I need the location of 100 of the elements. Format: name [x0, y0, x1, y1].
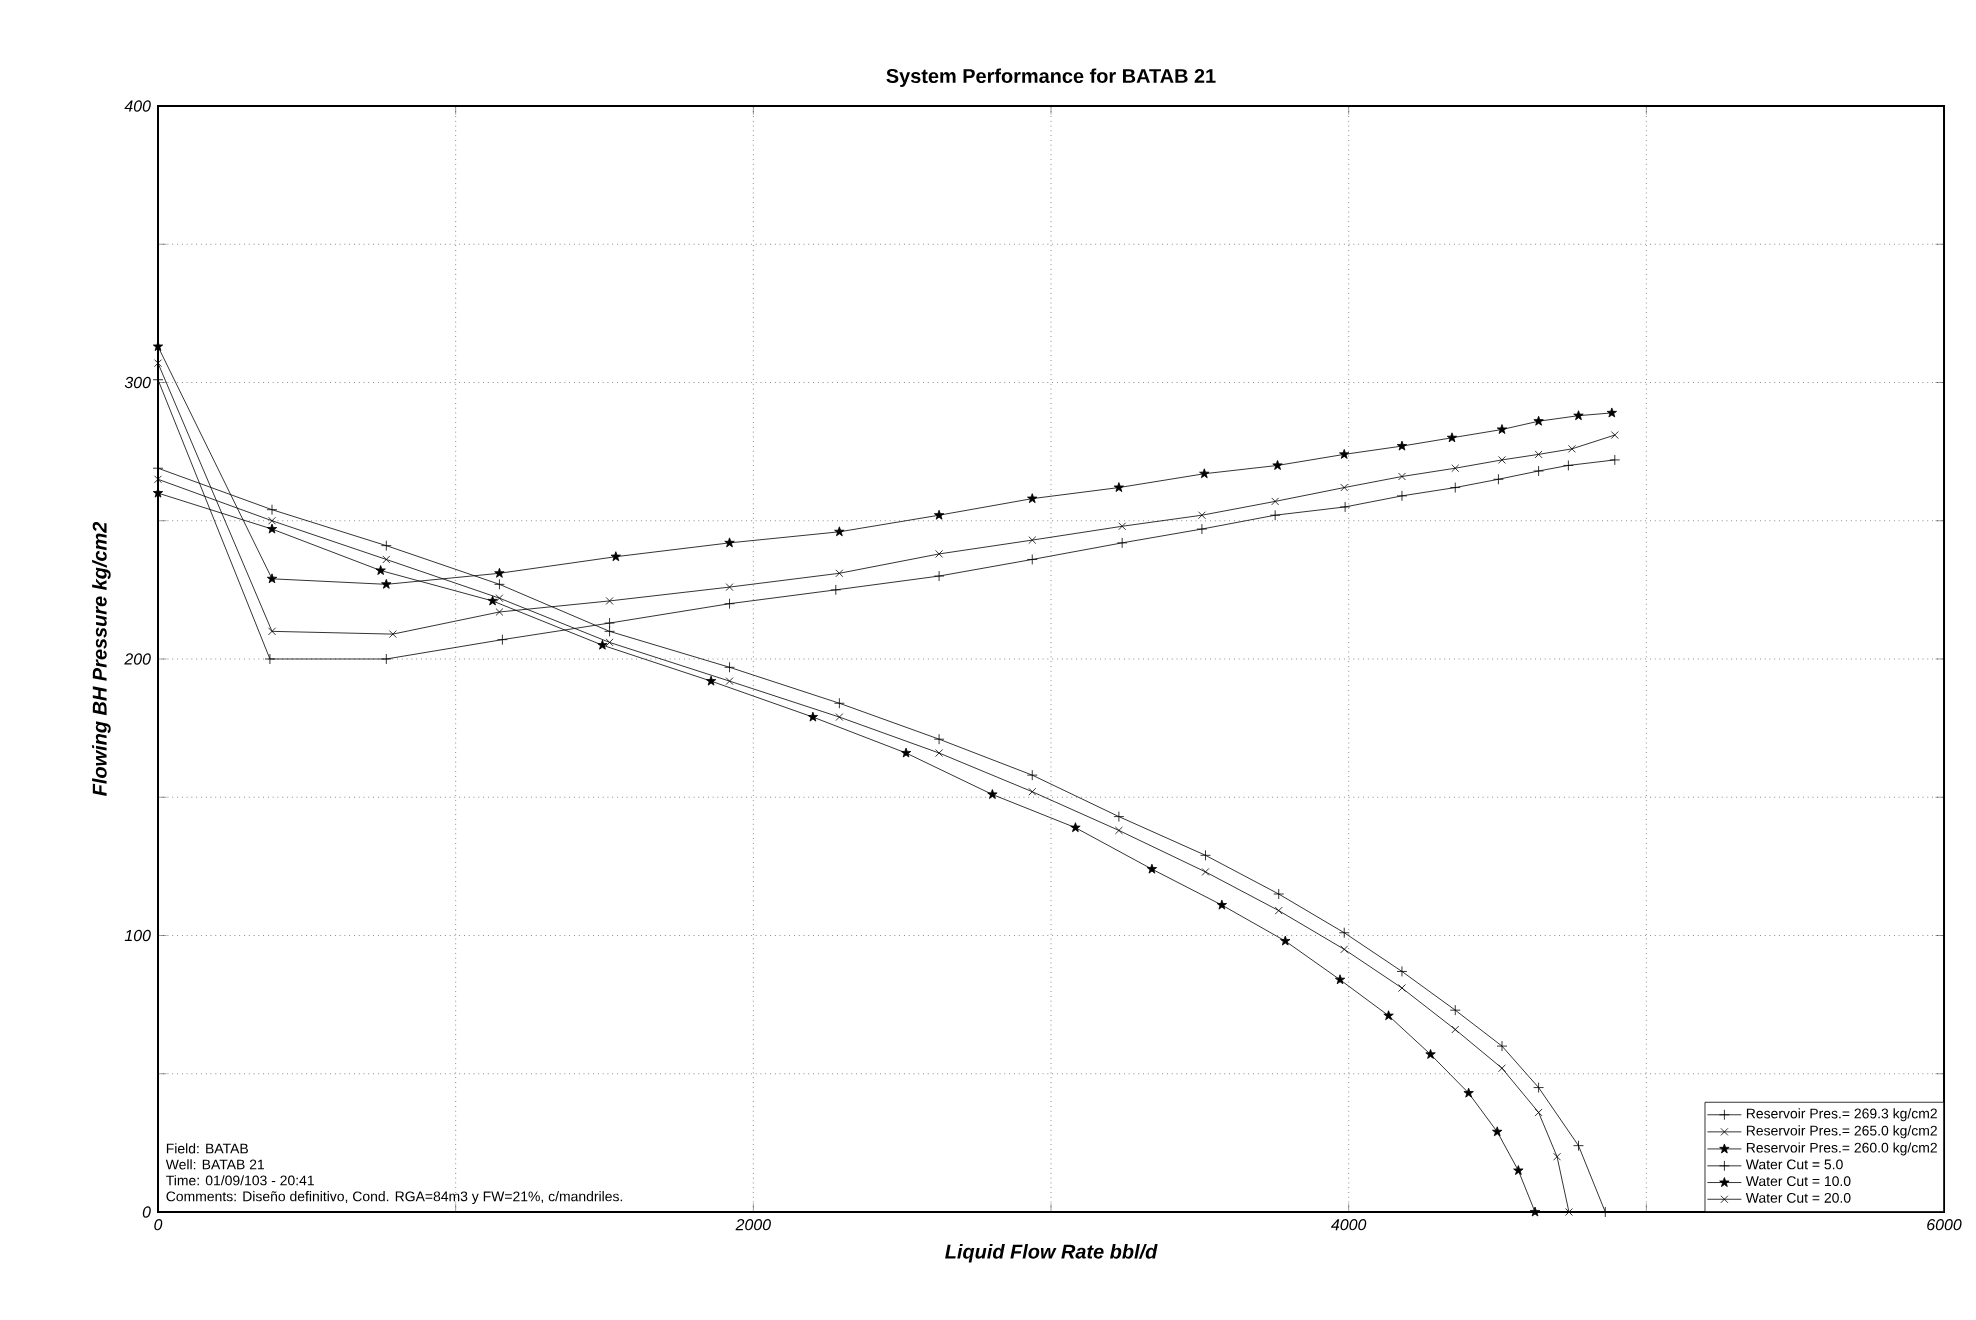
point	[1610, 431, 1619, 439]
point	[1493, 473, 1504, 485]
point	[1273, 888, 1285, 900]
point	[1553, 1152, 1561, 1161]
point	[1116, 537, 1128, 549]
point	[1118, 522, 1127, 531]
point	[1026, 554, 1038, 565]
chart-title: System Performance for BATAB 21	[886, 68, 1216, 87]
point	[724, 598, 735, 610]
point	[724, 537, 735, 548]
point	[1449, 482, 1461, 493]
point	[1272, 460, 1283, 470]
point	[495, 594, 504, 603]
point	[1383, 1010, 1394, 1021]
point	[1451, 464, 1460, 473]
point	[1533, 465, 1544, 477]
point	[705, 675, 717, 686]
point	[1498, 455, 1506, 464]
point	[1496, 424, 1508, 434]
point	[1498, 1064, 1506, 1073]
point	[1198, 511, 1206, 520]
point	[605, 597, 614, 605]
point	[1340, 945, 1349, 954]
point	[1446, 432, 1458, 443]
point	[375, 565, 386, 575]
point	[1496, 1040, 1508, 1052]
point	[1396, 440, 1408, 451]
point	[1398, 984, 1406, 992]
point	[1609, 454, 1621, 466]
point	[1396, 966, 1408, 977]
point	[605, 638, 614, 647]
point	[1114, 826, 1123, 835]
point	[1280, 935, 1291, 946]
x-axis-title: Liquid Flow Rate bbl/d	[945, 1244, 1158, 1263]
point	[1398, 472, 1406, 481]
point	[830, 584, 842, 596]
point	[1274, 906, 1283, 915]
point	[388, 630, 397, 639]
point	[1513, 1165, 1524, 1175]
y-axis-title: Flowing BH Pressure kg/cm2	[92, 521, 111, 796]
point	[266, 573, 278, 584]
point	[1216, 899, 1228, 910]
point	[494, 578, 505, 590]
point	[154, 359, 162, 368]
point	[724, 661, 735, 673]
point	[1449, 1004, 1461, 1016]
point	[1533, 415, 1544, 426]
point	[597, 639, 608, 650]
point	[935, 749, 944, 757]
point	[266, 504, 278, 516]
point	[1269, 509, 1281, 521]
point	[933, 570, 945, 582]
point	[1199, 468, 1210, 479]
point	[380, 653, 392, 665]
point	[154, 475, 162, 484]
point	[1027, 493, 1038, 504]
point	[725, 677, 734, 686]
point	[382, 555, 391, 564]
point	[1534, 1108, 1543, 1117]
point	[834, 526, 845, 537]
point	[1340, 483, 1349, 492]
point	[725, 583, 734, 592]
point	[380, 540, 392, 552]
point	[1338, 927, 1350, 939]
point	[1200, 849, 1211, 861]
point	[610, 551, 621, 562]
point	[1396, 490, 1408, 502]
point	[1271, 497, 1280, 506]
point	[1334, 974, 1346, 985]
point	[487, 595, 498, 606]
point	[1339, 449, 1350, 459]
point	[1028, 787, 1037, 796]
point	[933, 733, 945, 745]
point	[933, 509, 945, 520]
point	[266, 523, 278, 534]
point	[494, 567, 505, 578]
point	[835, 569, 844, 578]
point	[835, 713, 844, 721]
point	[1451, 1025, 1460, 1034]
point	[1463, 1087, 1474, 1098]
point	[497, 634, 508, 646]
point	[833, 697, 845, 709]
point	[604, 617, 615, 629]
point	[1026, 769, 1038, 781]
point	[1070, 822, 1081, 833]
point	[1339, 501, 1351, 513]
point	[1492, 1126, 1503, 1137]
point	[268, 516, 276, 525]
point	[1606, 407, 1617, 418]
point	[1573, 1140, 1584, 1152]
point	[935, 550, 944, 558]
point	[381, 578, 392, 589]
point	[1533, 1082, 1544, 1093]
point	[1529, 1206, 1541, 1217]
point	[987, 789, 998, 799]
point	[1534, 450, 1543, 459]
point	[1562, 460, 1574, 471]
point	[1146, 863, 1158, 874]
point	[900, 747, 912, 758]
point	[1425, 1049, 1436, 1059]
